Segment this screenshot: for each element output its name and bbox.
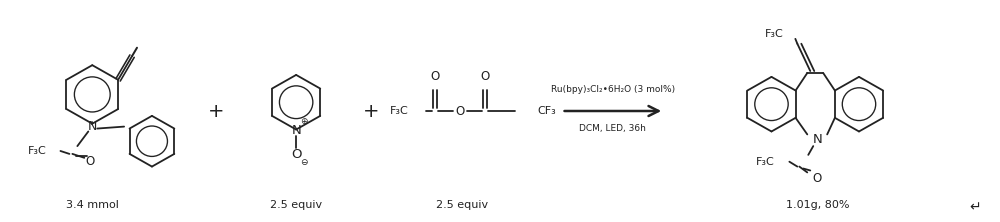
Text: +: + xyxy=(208,101,225,121)
Text: ↵: ↵ xyxy=(970,200,981,214)
Text: ⊖: ⊖ xyxy=(300,158,308,167)
Text: F₃C: F₃C xyxy=(756,157,774,167)
Text: DCM, LED, 36h: DCM, LED, 36h xyxy=(579,124,646,133)
Text: ⊕: ⊕ xyxy=(300,117,308,126)
Text: O: O xyxy=(480,70,490,83)
Text: 2.5 equiv: 2.5 equiv xyxy=(270,200,322,210)
Text: CF₃: CF₃ xyxy=(538,106,557,116)
Text: F₃C: F₃C xyxy=(28,146,47,156)
Text: N: N xyxy=(291,124,301,137)
Text: O: O xyxy=(431,70,440,83)
Text: O: O xyxy=(86,155,95,168)
Text: O: O xyxy=(813,172,822,185)
Text: F₃C: F₃C xyxy=(765,29,783,39)
Text: +: + xyxy=(362,101,379,121)
Text: Ru(bpy)₃Cl₂•6H₂O (3 mol%): Ru(bpy)₃Cl₂•6H₂O (3 mol%) xyxy=(551,85,675,94)
Text: 3.4 mmol: 3.4 mmol xyxy=(66,200,119,210)
Text: N: N xyxy=(812,133,822,146)
Text: N: N xyxy=(88,120,97,133)
Text: 1.01g, 80%: 1.01g, 80% xyxy=(786,200,850,210)
Text: 2.5 equiv: 2.5 equiv xyxy=(436,200,488,210)
Text: F₃C: F₃C xyxy=(390,106,409,116)
Text: O: O xyxy=(291,148,301,161)
Text: O: O xyxy=(456,105,465,117)
